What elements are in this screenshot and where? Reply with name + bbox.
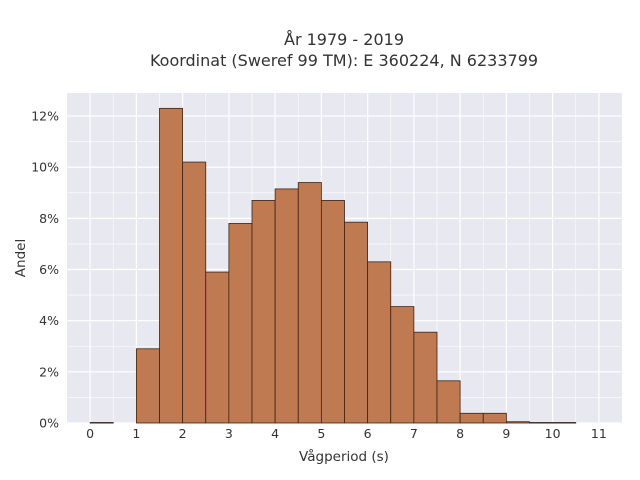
histogram-bar [228,223,253,424]
histogram-bar [135,348,160,424]
histogram-bar [505,421,530,424]
x-axis-label: Vågperiod (s) [299,448,389,465]
histogram-bar [413,331,438,424]
x-tick-label: 10 [545,426,561,441]
chart-title-line-2: Koordinat (Sweref 99 TM): E 360224, N 62… [150,51,538,70]
histogram-bars [89,107,577,424]
histogram-bar [482,412,507,424]
histogram-bar [159,107,184,424]
histogram-bar [344,221,369,424]
x-tick-label: 8 [456,426,464,441]
y-axis-label: Andel [13,239,29,277]
histogram-bar [367,261,392,424]
histogram-bar [205,271,230,424]
x-tick-labels: 0 1 2 3 4 5 6 7 8 9 10 11 [86,426,607,441]
x-tick-label: 6 [364,426,372,441]
y-tick-label: 10% [31,160,59,175]
histogram-bar [390,306,415,424]
x-tick-label: 2 [179,426,187,441]
x-tick-label: 1 [132,426,140,441]
histogram-bar [529,422,554,424]
histogram-bar [274,188,299,424]
chart-title-line-1: År 1979 - 2019 [284,30,404,49]
histogram-bar [459,412,484,424]
y-tick-label: 8% [39,211,59,226]
histogram-bar [436,380,461,424]
histogram-bar [297,182,322,424]
histogram-bar [320,200,345,424]
y-tick-label: 0% [39,416,59,431]
x-tick-label: 4 [271,426,279,441]
y-tick-label: 2% [39,364,59,379]
x-tick-label: 3 [225,426,233,441]
y-tick-label: 12% [31,109,59,124]
x-tick-label: 5 [317,426,325,441]
x-tick-label: 0 [86,426,94,441]
x-tick-label: 9 [502,426,510,441]
histogram-bar [89,422,114,424]
histogram-bar [552,422,577,424]
histogram-bar [251,200,276,424]
x-tick-label: 7 [410,426,418,441]
y-tick-label: 4% [39,313,59,328]
y-tick-label: 6% [39,262,59,277]
histogram-bar [182,161,207,424]
x-tick-label: 11 [591,426,607,441]
y-tick-labels: 0% 2% 4% 6% 8% 10% 12% [31,109,59,431]
